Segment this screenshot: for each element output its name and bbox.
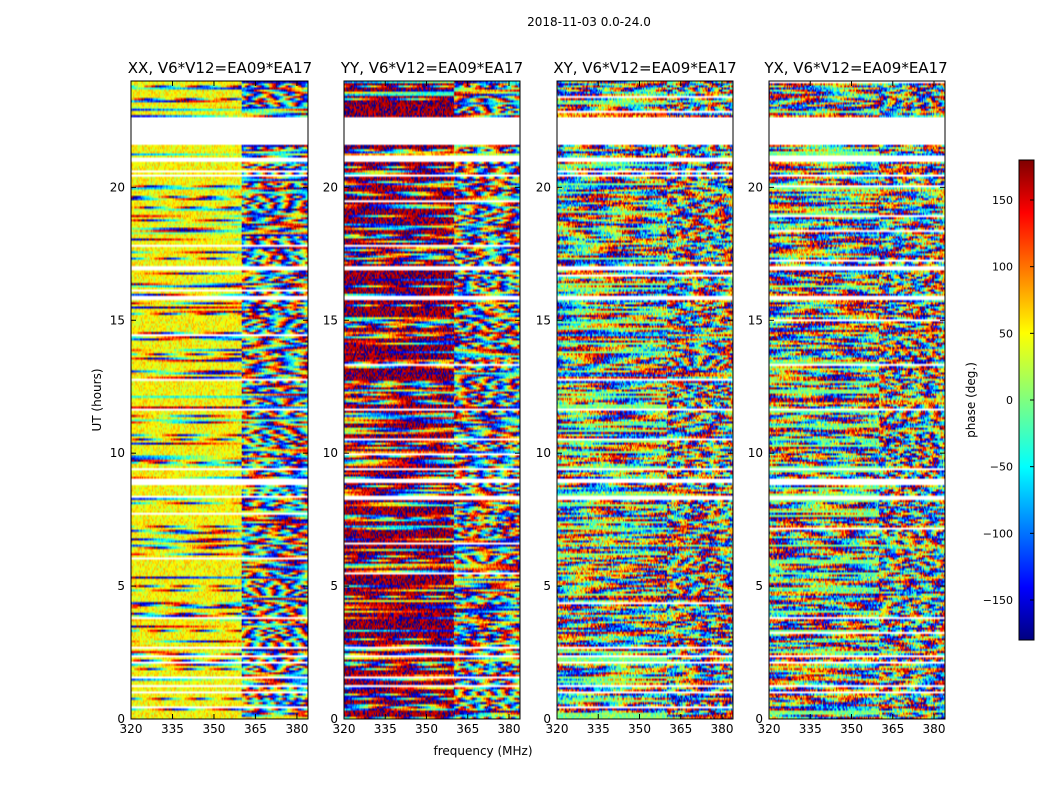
y-tick-label: 10 (536, 446, 551, 460)
colorbar-tick-label: 50 (999, 327, 1013, 340)
x-tick-label: 320 (546, 722, 569, 736)
y-axis-yx: 0 5 10 15 20 (748, 180, 945, 726)
y-axis-yy: 0 5 10 15 20 (323, 180, 520, 726)
x-tick-label: 320 (333, 722, 356, 736)
y-tick-label: 0 (755, 712, 763, 726)
x-tick-label: 380 (923, 722, 946, 736)
x-tick-label: 320 (120, 722, 143, 736)
x-axis-yx: 320 335 350 365 380 (758, 81, 946, 736)
heatmap-image-xy (557, 81, 733, 719)
y-tick-label: 10 (323, 446, 338, 460)
y-tick-label: 15 (748, 313, 763, 327)
x-axis-label: frequency (MHz) (433, 744, 532, 758)
panel-yy: YY, V6*V12=EA09*EA17 320 335 350 365 380 0 5 1… (323, 59, 523, 736)
x-tick-label: 350 (415, 722, 438, 736)
y-tick-label: 10 (748, 446, 763, 460)
colorbar-tick-label: −50 (990, 461, 1013, 474)
x-axis-xy: 320 335 350 365 380 (546, 81, 734, 736)
y-tick-label: 20 (748, 180, 763, 194)
y-tick-label: 0 (543, 712, 551, 726)
y-tick-label: 15 (110, 313, 125, 327)
y-tick-label: 5 (755, 579, 763, 593)
x-tick-label: 335 (161, 722, 184, 736)
y-tick-label: 0 (330, 712, 338, 726)
x-tick-label: 380 (285, 722, 308, 736)
panel-title-yx: YX, V6*V12=EA09*EA17 (763, 59, 947, 77)
y-tick-label: 0 (117, 712, 125, 726)
heatmap-image-yx (769, 81, 945, 719)
y-tick-label: 15 (536, 313, 551, 327)
x-tick-label: 350 (840, 722, 863, 736)
colorbar: 150 100 50 0 −50 −100 −150 phase (deg.) (964, 159, 1035, 641)
heatmap-image-xx (131, 81, 308, 719)
panel-frame-xy (556, 80, 734, 720)
y-tick-label: 5 (330, 579, 338, 593)
x-tick-label: 365 (244, 722, 267, 736)
y-axis-xy: 0 5 10 15 20 (536, 180, 733, 726)
panel-title-xy: XY, V6*V12=EA09*EA17 (553, 59, 736, 77)
colorbar-tick-label: 0 (1006, 394, 1013, 407)
x-tick-label: 335 (374, 722, 397, 736)
x-tick-label: 335 (587, 722, 610, 736)
x-tick-label: 350 (203, 722, 226, 736)
panel-frame-yy (343, 80, 521, 720)
x-tick-label: 380 (498, 722, 521, 736)
panel-title-xx: XX, V6*V12=EA09*EA17 (128, 59, 312, 77)
x-tick-label: 320 (758, 722, 781, 736)
y-tick-label: 20 (323, 180, 338, 194)
y-tick-label: 5 (117, 579, 125, 593)
x-axis-yy: 320 335 350 365 380 (333, 81, 521, 736)
y-tick-label: 20 (536, 180, 551, 194)
colorbar-ticks: 150 100 50 0 −50 −100 −150 (983, 194, 1034, 607)
panel-xy: XY, V6*V12=EA09*EA17 320 335 350 365 380 0 5 1… (536, 59, 737, 736)
y-tick-label: 15 (323, 313, 338, 327)
y-tick-label: 5 (543, 579, 551, 593)
y-axis-label: UT (hours) (90, 368, 104, 431)
colorbar-tick-label: −100 (983, 527, 1013, 540)
x-tick-label: 335 (799, 722, 822, 736)
colorbar-tick-label: 150 (992, 194, 1013, 207)
x-tick-label: 350 (628, 722, 651, 736)
y-tick-label: 20 (110, 180, 125, 194)
colorbar-tick-label: −150 (983, 594, 1013, 607)
colorbar-tick-label: 100 (992, 261, 1013, 274)
y-axis-xx: 0 5 10 15 20 (110, 180, 308, 726)
x-tick-label: 365 (881, 722, 904, 736)
panel-frame-xx (130, 80, 309, 720)
heatmap-image-yy (344, 81, 520, 719)
panel-yx: YX, V6*V12=EA09*EA17 320 335 350 365 380 0 5 1… (748, 59, 948, 736)
panel-title-yy: YY, V6*V12=EA09*EA17 (340, 59, 523, 77)
panel-xx: XX, V6*V12=EA09*EA17 320 335 350 365 380 0 5 1… (110, 59, 313, 736)
x-tick-label: 380 (711, 722, 734, 736)
x-axis-xx: 320 335 350 365 380 (120, 81, 308, 736)
x-tick-label: 365 (669, 722, 692, 736)
y-tick-label: 10 (110, 446, 125, 460)
figure-title: 2018-11-03 0.0-24.0 (527, 15, 651, 29)
panel-frame-yx (768, 80, 946, 720)
x-tick-label: 365 (456, 722, 479, 736)
colorbar-label: phase (deg.) (964, 362, 978, 438)
